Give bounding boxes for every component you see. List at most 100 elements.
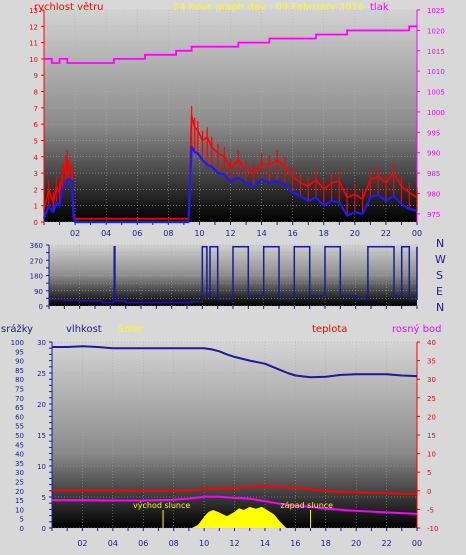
wind-x-tick-label: 10 — [194, 229, 204, 238]
pressure-axis-label: 1015 — [427, 48, 445, 56]
rain-axis-label: 70 — [15, 395, 24, 403]
rain-axis-label: 95 — [15, 348, 24, 356]
compass-n-top: N — [436, 237, 444, 250]
rain-axis-label: 25 — [15, 479, 24, 487]
wind-axis-label: 5 — [34, 137, 38, 145]
pressure-axis-label: 1025 — [427, 7, 445, 15]
pressure-label: tlak — [370, 2, 389, 13]
direction-axis-label: 90 — [34, 288, 43, 296]
rain-axis-label: 90 — [15, 358, 24, 366]
direction-axis-label: 180 — [30, 273, 43, 281]
wind-x-tick-label: 06 — [132, 229, 142, 238]
humidity-axis-label: 20 — [37, 401, 46, 409]
humidity-x-tick-label: 18 — [321, 539, 331, 548]
pressure-axis-label: 985 — [427, 170, 440, 178]
humidity-x-tick-label: 16 — [290, 539, 300, 548]
dewpoint-label: rosný bod — [392, 323, 441, 335]
wind-axis-label: 6 — [34, 121, 39, 129]
series-layer — [42, 25, 418, 528]
pressure-axis-label: 1000 — [427, 109, 445, 117]
humidity-axis-label: 25 — [37, 370, 46, 378]
sunset-label: západ slunce — [281, 501, 334, 510]
wind-x-tick-label: 08 — [163, 229, 173, 238]
wind-axis-label: 3 — [34, 170, 38, 178]
pressure-axis-label: 990 — [427, 150, 440, 158]
humidity-x-tick-label: 04 — [108, 539, 118, 548]
wind-axis-label: 0 — [34, 219, 38, 227]
sunrise-label: východ slunce — [133, 501, 190, 510]
temp-axis-label: 15 — [427, 432, 436, 440]
wind-x-tick-label: 16 — [288, 229, 298, 238]
temp-axis-label: 25 — [427, 395, 436, 403]
rain-axis-label: 85 — [15, 367, 24, 375]
rain-axis-label: 45 — [15, 441, 24, 449]
humidity-axis-label: 15 — [37, 432, 46, 440]
rain-label: srážky — [1, 323, 33, 335]
wind-x-tick-label: 12 — [225, 229, 235, 238]
pressure-axis-label: 975 — [427, 211, 440, 219]
gust-series — [42, 145, 418, 224]
rain-axis-label: 30 — [15, 469, 24, 477]
rain-axis-label: 35 — [15, 460, 24, 468]
temp-axis-label: 40 — [427, 339, 436, 347]
rain-axis-label: 0 — [20, 525, 24, 533]
temp-axis-label: 0 — [427, 488, 431, 496]
wind-axis-label: 11 — [29, 40, 38, 48]
humidity-axis-label: 30 — [37, 339, 46, 347]
wind-x-tick-label: 22 — [381, 229, 391, 238]
compass-e: E — [436, 285, 443, 298]
humidity-x-tick-label: 00 — [412, 539, 422, 548]
humidity-x-tick-label: 10 — [199, 539, 209, 548]
rain-axis-label: 20 — [15, 488, 24, 496]
humidity-x-tick-label: 02 — [77, 539, 87, 548]
wind-x-tick-label: 02 — [70, 229, 80, 238]
graph-title: 24 hour graph day : 09 February 2016 — [173, 2, 364, 13]
rain-axis-label: 15 — [15, 497, 24, 505]
wind-axis-label: 10 — [29, 56, 38, 64]
axis-layer: 0123456789101112139759809859909951000100… — [11, 7, 445, 548]
wind-axis-label: 13 — [29, 7, 38, 15]
humidity-x-tick-label: 08 — [169, 539, 179, 548]
humidity-axis-label: 0 — [42, 525, 46, 533]
humidity-x-tick-label: 14 — [260, 539, 270, 548]
compass-w: W — [435, 253, 446, 266]
humidity-x-tick-label: 12 — [229, 539, 239, 548]
temp-axis-label: 35 — [427, 358, 436, 366]
wind-axis-label: 2 — [34, 186, 38, 194]
temp-axis-label: -5 — [427, 506, 434, 514]
solar-series — [191, 506, 287, 528]
wind-direction-series — [49, 245, 418, 304]
pressure-axis-label: 1005 — [427, 89, 445, 97]
wind-x-tick-label: 18 — [319, 229, 329, 238]
compass-s: S — [436, 269, 443, 282]
temp-axis-label: 30 — [427, 376, 436, 384]
direction-axis-label: 270 — [30, 257, 43, 265]
rain-axis-label: 55 — [15, 423, 24, 431]
compass-n-bottom: N — [436, 301, 444, 314]
pressure-axis-label: 1020 — [427, 27, 445, 35]
wind-x-tick-label: 04 — [101, 229, 111, 238]
rain-axis-label: 5 — [20, 516, 24, 524]
solar-label: Solar — [118, 324, 144, 335]
wind-axis-label: 8 — [34, 89, 38, 97]
rain-axis-label: 40 — [15, 451, 24, 459]
wind-axis-label: 12 — [29, 23, 38, 31]
humidity-axis-label: 10 — [37, 463, 46, 471]
pressure-axis-label: 980 — [427, 190, 440, 198]
rain-axis-label: 100 — [11, 339, 24, 347]
direction-axis-label: 360 — [30, 242, 43, 250]
humidity-axis-label: 5 — [42, 494, 46, 502]
rain-axis-label: 60 — [15, 413, 24, 421]
rain-axis-label: 65 — [15, 404, 24, 412]
humidity-x-tick-label: 20 — [351, 539, 361, 548]
rain-axis-label: 80 — [15, 376, 24, 384]
temperature-series — [52, 485, 417, 495]
humidity-label: vlhkost — [66, 324, 102, 335]
pressure-axis-label: 995 — [427, 129, 440, 137]
wind-axis-label: 1 — [34, 203, 38, 211]
humidity-x-tick-label: 22 — [381, 539, 391, 548]
humidity-x-tick-label: 06 — [138, 539, 148, 548]
temp-axis-label: 20 — [427, 413, 436, 421]
